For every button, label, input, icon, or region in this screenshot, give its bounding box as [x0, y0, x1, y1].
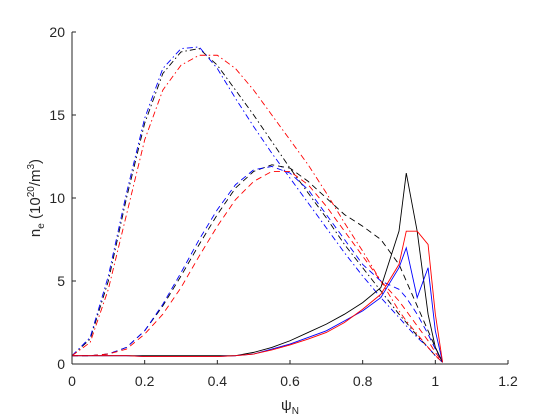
- data-line: [72, 173, 444, 363]
- x-tick-label: 0: [68, 373, 76, 389]
- y-axis-label-part: 20: [26, 186, 37, 198]
- y-tick-label: 15: [49, 107, 65, 123]
- y-axis-label-part: /m: [27, 170, 44, 187]
- y-tick-label: 10: [49, 190, 65, 206]
- data-line: [71, 46, 443, 363]
- y-axis-label: ne (1020/m3): [26, 159, 47, 237]
- data-line: [71, 54, 443, 363]
- y-tick-label: 20: [49, 24, 65, 40]
- y-axis-label-part: e: [36, 223, 47, 229]
- y-axis-label-part: (10: [27, 197, 44, 223]
- x-tick-label: 0.4: [208, 373, 228, 389]
- y-tick-label: 5: [57, 273, 65, 289]
- y-axis-label-part: n: [27, 229, 44, 237]
- y-tick-label: 0: [57, 356, 65, 372]
- x-axis-label: ψN: [281, 397, 299, 417]
- x-tick-label: 1.2: [498, 373, 518, 389]
- data-line: [72, 230, 444, 363]
- y-axis-label-part: ): [27, 159, 44, 164]
- x-axis-label-part: ψ: [281, 397, 292, 414]
- y-axis-label-part: 3: [26, 164, 37, 170]
- x-tick-label: 0.2: [135, 373, 155, 389]
- x-tick-label: 0.8: [353, 373, 373, 389]
- data-line: [72, 170, 443, 363]
- data-line: [71, 48, 443, 363]
- x-tick-label: 0.6: [280, 373, 300, 389]
- x-axis-label-part: N: [292, 406, 299, 417]
- x-tick-label: 1: [431, 373, 439, 389]
- data-line: [72, 164, 444, 363]
- data-line: [72, 165, 443, 363]
